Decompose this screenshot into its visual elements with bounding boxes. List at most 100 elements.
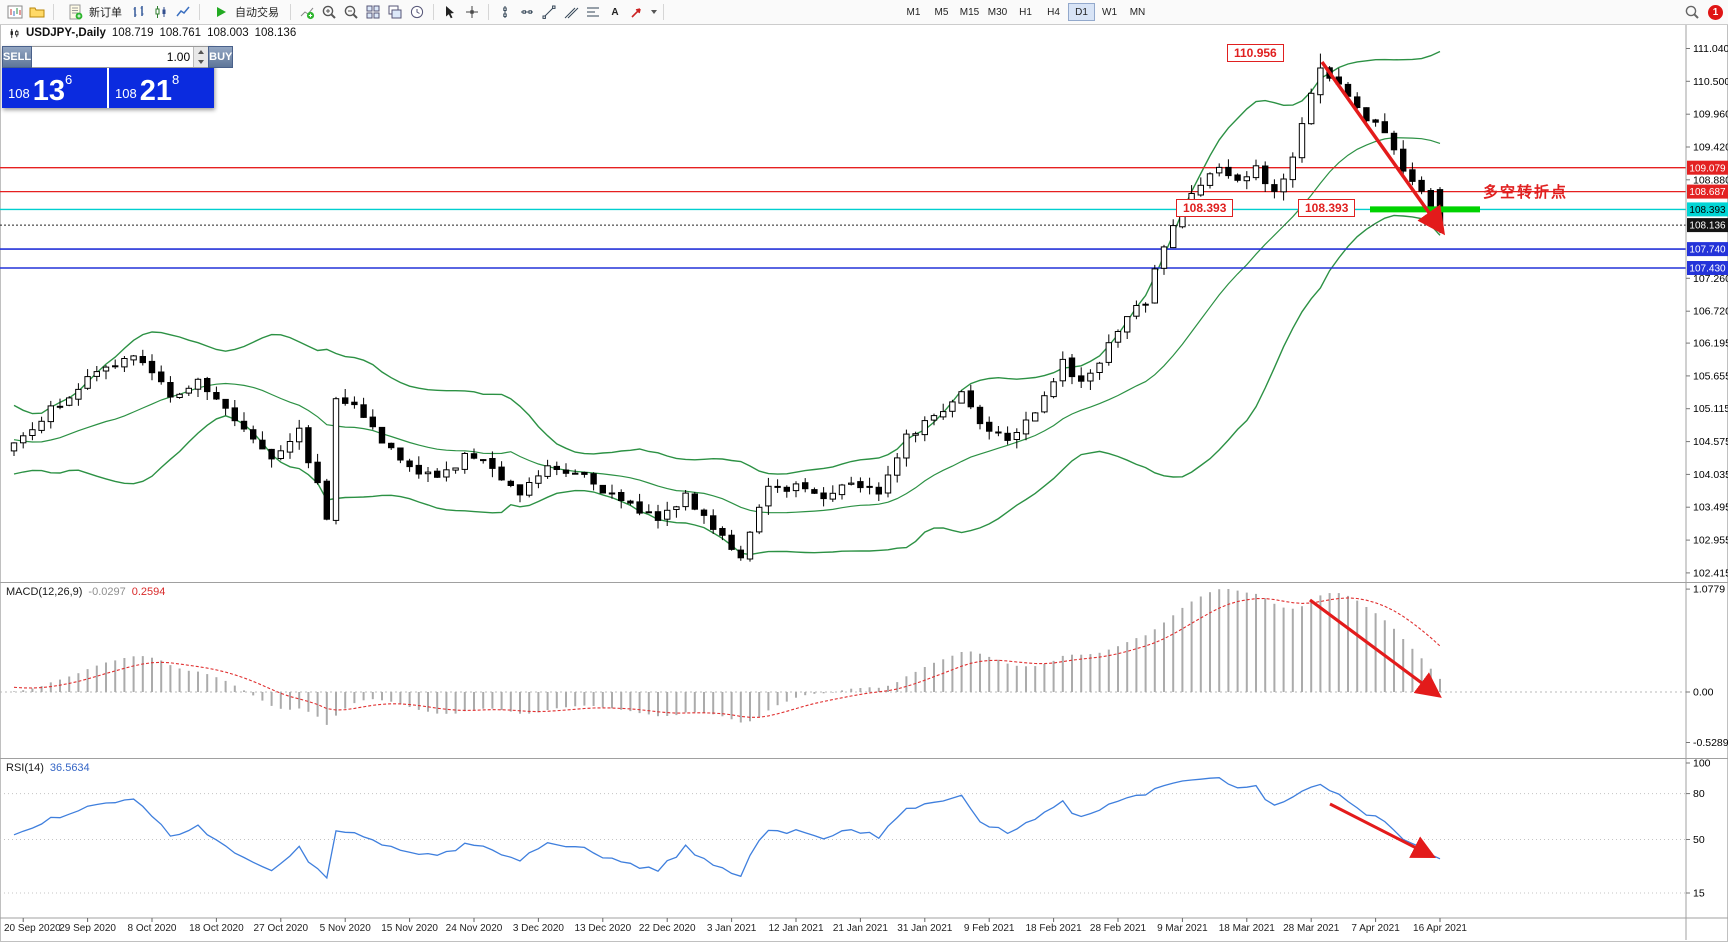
ohlc-open: 108.719 bbox=[111, 27, 154, 39]
toolbar-separator bbox=[663, 4, 664, 20]
chart-line-icon[interactable] bbox=[173, 2, 193, 22]
timeframe-m5[interactable]: M5 bbox=[928, 3, 955, 21]
timeframe-m1[interactable]: M1 bbox=[900, 3, 927, 21]
new-chart-icon[interactable] bbox=[5, 2, 25, 22]
crosshair-icon[interactable] bbox=[462, 2, 482, 22]
channel-tool-icon[interactable] bbox=[561, 2, 581, 22]
macd-header: MACD(12,26,9) -0.0297 0.2594 bbox=[6, 586, 165, 598]
notification-badge[interactable]: 1 bbox=[1708, 4, 1723, 20]
rsi-pane[interactable] bbox=[0, 777, 1686, 894]
price-axis[interactable]: 111.040 110.500 109.960 109.420 108.880 107.2… bbox=[0, 24, 1728, 940]
timeframe-h4[interactable]: H4 bbox=[1040, 3, 1067, 21]
macd-pane[interactable] bbox=[0, 589, 1686, 725]
tile-windows-icon[interactable] bbox=[363, 2, 383, 22]
svg-text:21 Jan 2021: 21 Jan 2021 bbox=[833, 923, 888, 934]
chart-candles-icon[interactable] bbox=[151, 2, 171, 22]
price-level-badge bbox=[1687, 242, 1728, 257]
text-tool[interactable]: A bbox=[605, 3, 625, 21]
svg-text:15 Nov 2020: 15 Nov 2020 bbox=[381, 923, 438, 934]
svg-text:109.960: 109.960 bbox=[1693, 109, 1728, 121]
volume-up-button[interactable] bbox=[194, 47, 209, 57]
svg-text:9 Mar 2021: 9 Mar 2021 bbox=[1157, 923, 1208, 934]
price-level-badge bbox=[1687, 202, 1728, 217]
rsi-header: RSI(14) 36.5634 bbox=[6, 762, 90, 774]
svg-text:110.500: 110.500 bbox=[1693, 76, 1728, 88]
new-order-button[interactable]: 新订单 bbox=[60, 2, 127, 22]
svg-text:102.415: 102.415 bbox=[1693, 567, 1728, 579]
svg-text:107.740: 107.740 bbox=[1689, 245, 1726, 256]
svg-text:31 Jan 2021: 31 Jan 2021 bbox=[897, 923, 952, 934]
sell-price-panel[interactable]: 108 13 6 bbox=[2, 68, 107, 108]
svg-text:18 Feb 2021: 18 Feb 2021 bbox=[1026, 923, 1083, 934]
svg-text:3 Jan 2021: 3 Jan 2021 bbox=[707, 923, 757, 934]
svg-text:0.00: 0.00 bbox=[1693, 687, 1714, 699]
arrows-dropdown-icon[interactable] bbox=[651, 10, 657, 14]
fibonacci-tool-icon[interactable] bbox=[583, 2, 603, 22]
vertical-line-tool-icon[interactable] bbox=[495, 2, 515, 22]
svg-text:106.195: 106.195 bbox=[1693, 338, 1728, 350]
sell-button[interactable]: SELL bbox=[2, 46, 33, 68]
cursor-icon[interactable] bbox=[440, 2, 460, 22]
trend-arrow-rsi bbox=[1329, 802, 1437, 859]
autotrading-button[interactable]: 自动交易 bbox=[206, 2, 284, 22]
svg-text:105.655: 105.655 bbox=[1693, 370, 1728, 382]
svg-text:106.720: 106.720 bbox=[1693, 306, 1728, 318]
svg-text:80: 80 bbox=[1693, 788, 1705, 800]
volume-input[interactable] bbox=[32, 47, 194, 67]
profiles-icon[interactable] bbox=[27, 2, 47, 22]
main-price-pane[interactable] bbox=[0, 50, 1686, 562]
buy-button[interactable]: BUY bbox=[208, 46, 234, 68]
volume-box bbox=[32, 46, 209, 68]
cascade-windows-icon[interactable] bbox=[385, 2, 405, 22]
indicators-icon[interactable] bbox=[297, 2, 317, 22]
timeframe-mn[interactable]: MN bbox=[1124, 3, 1151, 21]
svg-text:3 Dec 2020: 3 Dec 2020 bbox=[513, 923, 565, 934]
peak-price-label[interactable]: 110.956 bbox=[1227, 44, 1284, 62]
zoom-out-icon[interactable] bbox=[341, 2, 361, 22]
svg-text:7 Apr 2021: 7 Apr 2021 bbox=[1351, 923, 1400, 934]
clock-icon[interactable] bbox=[407, 2, 427, 22]
support-price-label-right[interactable]: 108.393 bbox=[1298, 199, 1356, 217]
chart-bars-icon[interactable] bbox=[129, 2, 149, 22]
zoom-in-icon[interactable] bbox=[319, 2, 339, 22]
timeframe-d1[interactable]: D1 bbox=[1068, 3, 1095, 21]
timeframe-m15[interactable]: M15 bbox=[956, 3, 983, 21]
svg-text:104.575: 104.575 bbox=[1693, 436, 1728, 448]
toolbar-separator bbox=[199, 4, 200, 20]
svg-text:100: 100 bbox=[1693, 758, 1711, 770]
search-icon[interactable] bbox=[1682, 2, 1702, 22]
support-price-label-left[interactable]: 108.393 bbox=[1176, 199, 1234, 217]
bollinger-lower-band bbox=[13, 214, 1441, 556]
autotrading-play-icon bbox=[211, 2, 231, 22]
svg-text:28 Mar 2021: 28 Mar 2021 bbox=[1283, 923, 1340, 934]
timeframe-m30[interactable]: M30 bbox=[984, 3, 1011, 21]
trendline-tool-icon[interactable] bbox=[539, 2, 559, 22]
toolbar-right-group: 1 bbox=[1682, 2, 1723, 22]
horizontal-line-tool-icon[interactable] bbox=[517, 2, 537, 22]
price-level-badge bbox=[1687, 218, 1728, 233]
timeframe-h1[interactable]: H1 bbox=[1012, 3, 1039, 21]
timeframe-w1[interactable]: W1 bbox=[1096, 3, 1123, 21]
svg-text:109.420: 109.420 bbox=[1693, 142, 1728, 154]
bollinger-middle-band bbox=[13, 137, 1441, 514]
arrows-tool-icon[interactable] bbox=[627, 2, 647, 22]
buy-price-panel[interactable]: 108 21 8 bbox=[109, 68, 214, 108]
trend-arrow-main bbox=[1320, 60, 1446, 236]
svg-text:108.687: 108.687 bbox=[1689, 187, 1726, 198]
trend-arrow-macd bbox=[1309, 598, 1442, 698]
toolbar-separator bbox=[53, 4, 54, 20]
buy-price-pips: 21 bbox=[139, 74, 172, 107]
volume-down-button[interactable] bbox=[194, 57, 209, 67]
symbol-info-bar: USDJPY-,Daily 108.719 108.761 108.003 10… bbox=[8, 27, 296, 39]
svg-text:27 Oct 2020: 27 Oct 2020 bbox=[254, 923, 309, 934]
svg-text:107.430: 107.430 bbox=[1689, 264, 1726, 275]
price-level-badge bbox=[1687, 160, 1728, 175]
buy-price-point: 8 bbox=[171, 72, 180, 87]
svg-text:50: 50 bbox=[1693, 834, 1705, 846]
svg-text:103.495: 103.495 bbox=[1693, 502, 1728, 514]
macd-main-value: -0.0297 bbox=[88, 586, 126, 598]
chart-type-icon[interactable] bbox=[8, 27, 20, 39]
